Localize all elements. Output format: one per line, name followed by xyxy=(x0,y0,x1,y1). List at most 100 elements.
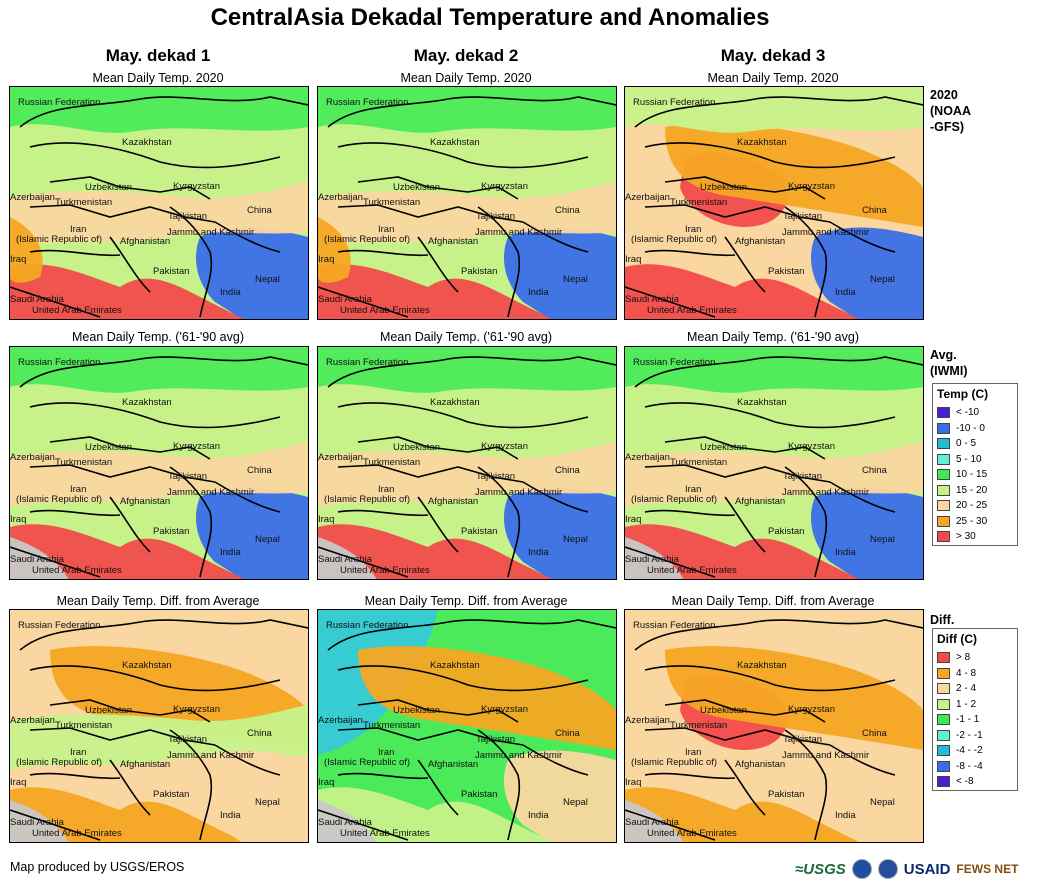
temp-legend: Temp (C) < -10 -10 - 0 0 - 5 5 - 10 10 - 15 1… xyxy=(932,383,1018,546)
map-region-south-hot xyxy=(625,264,860,319)
place-label: India xyxy=(220,547,241,558)
panel-avg-dekad1: Russian Federation Kazakhstan Uzbekistan Ky… xyxy=(9,346,309,580)
temp-legend-item: 15 - 20 xyxy=(933,483,1017,499)
place-label: Iran xyxy=(70,747,86,758)
place-label: Tajikistan xyxy=(168,734,207,745)
place-label: Afghanistan xyxy=(120,496,170,507)
place-label: Iraq xyxy=(625,254,641,265)
place-label: Russian Federation xyxy=(18,620,100,631)
country-border xyxy=(337,509,429,517)
place-label: Turkmenistan xyxy=(363,720,420,731)
map-subtitle: Mean Daily Temp. ('61-'90 avg) xyxy=(380,330,552,344)
place-label: Turkmenistan xyxy=(363,197,420,208)
legend-label: 1 - 2 xyxy=(956,698,977,710)
country-border xyxy=(10,546,101,578)
place-label: Kyrgyzstan xyxy=(788,441,835,452)
place-label: China xyxy=(555,205,581,216)
country-border xyxy=(214,481,281,513)
place-label: India xyxy=(220,287,241,298)
country-border xyxy=(644,402,896,429)
place-label: Saudi Arabia xyxy=(318,294,373,305)
temp-legend-item: 25 - 30 xyxy=(933,514,1017,530)
map-subtitle: Mean Daily Temp. ('61-'90 avg) xyxy=(687,330,859,344)
temp-legend-title: Temp (C) xyxy=(937,387,989,401)
country-border xyxy=(337,142,589,169)
place-label: Tajikistan xyxy=(783,211,822,222)
map-region-south-hot xyxy=(318,264,553,319)
place-label: Nepal xyxy=(255,797,280,808)
diff-legend-item: -2 - -1 xyxy=(933,728,1017,744)
place-label: Russian Federation xyxy=(18,357,100,368)
country-border xyxy=(357,699,519,723)
place-label: Nepal xyxy=(870,797,895,808)
place-label: China xyxy=(247,205,273,216)
legend-label: < -8 xyxy=(956,776,974,788)
place-label: Pakistan xyxy=(461,266,497,277)
country-border xyxy=(109,496,151,553)
place-label: Jammu and Kashmir xyxy=(475,487,562,498)
country-border xyxy=(10,286,101,318)
country-border xyxy=(634,96,923,128)
place-label: Turkmenistan xyxy=(363,457,420,468)
place-label: Iraq xyxy=(318,777,334,788)
country-border xyxy=(522,744,589,776)
country-border xyxy=(19,96,308,128)
map-canvas: Russian Federation Kazakhstan Uzbekistan Ky… xyxy=(318,347,616,579)
legend-swatch xyxy=(937,484,950,496)
place-label: Turkmenistan xyxy=(55,197,112,208)
place-label: Iraq xyxy=(625,514,641,525)
country-border xyxy=(644,249,736,257)
legend-swatch xyxy=(937,667,950,679)
place-label: Afghanistan xyxy=(428,496,478,507)
place-label: Iraq xyxy=(10,514,26,525)
panel-diff-dekad1: Russian Federation Kazakhstan Uzbekistan Ky… xyxy=(9,609,309,843)
temp-legend-item: > 30 xyxy=(933,529,1017,545)
country-border xyxy=(644,142,896,169)
country-border xyxy=(477,466,521,578)
country-border xyxy=(644,727,831,746)
place-label: Jammu and Kashmir xyxy=(782,750,869,761)
place-label: Kyrgyzstan xyxy=(481,181,528,192)
country-border xyxy=(724,496,766,553)
place-label: Azerbaijan xyxy=(318,452,363,463)
legend-label: -10 - 0 xyxy=(956,422,985,434)
place-label: Kazakhstan xyxy=(122,660,172,671)
map-canvas: Russian Federation Kazakhstan Uzbekistan Ky… xyxy=(318,610,616,842)
country-border xyxy=(214,221,281,253)
place-label: Afghanistan xyxy=(428,236,478,247)
place-label: (Islamic Republic of) xyxy=(16,234,102,245)
place-label: Iraq xyxy=(625,777,641,788)
row-label-2: Avg. (IWMI) xyxy=(930,348,968,378)
place-label: Iran xyxy=(70,224,86,235)
place-label: (Islamic Republic of) xyxy=(631,234,717,245)
place-label: Pakistan xyxy=(768,266,804,277)
country-border xyxy=(318,286,409,318)
map-canvas: Russian Federation Kazakhstan Uzbekistan Ky… xyxy=(318,87,616,319)
place-label: Jammu and Kashmir xyxy=(167,750,254,761)
country-border xyxy=(318,546,409,578)
place-label: Kazakhstan xyxy=(737,137,787,148)
country-border xyxy=(357,176,519,200)
country-border xyxy=(337,772,429,780)
place-label: Afghanistan xyxy=(428,759,478,770)
place-label: Iran xyxy=(70,484,86,495)
legend-label: 10 - 15 xyxy=(956,469,988,481)
diff-legend-item: 2 - 4 xyxy=(933,681,1017,697)
panel-2020-dekad2: Russian Federation Kazakhstan Uzbekistan Ky… xyxy=(317,86,617,320)
place-label: Uzbekistan xyxy=(85,182,132,193)
place-label: China xyxy=(555,728,581,739)
country-border xyxy=(644,772,736,780)
country-border xyxy=(625,546,716,578)
place-label: India xyxy=(528,287,549,298)
panel-diff-dekad2: Russian Federation Kazakhstan Uzbekistan Ky… xyxy=(317,609,617,843)
place-label: Saudi Arabia xyxy=(10,554,65,565)
place-label: Saudi Arabia xyxy=(625,294,680,305)
legend-swatch xyxy=(937,500,950,512)
country-border xyxy=(337,665,589,692)
place-label: Russian Federation xyxy=(633,97,715,108)
place-label: Kyrgyzstan xyxy=(481,441,528,452)
legend-label: 25 - 30 xyxy=(956,515,988,527)
place-label: United Arab Emirates xyxy=(32,305,122,316)
map-region-arabia-grey xyxy=(318,537,377,579)
place-label: Tajikistan xyxy=(168,471,207,482)
